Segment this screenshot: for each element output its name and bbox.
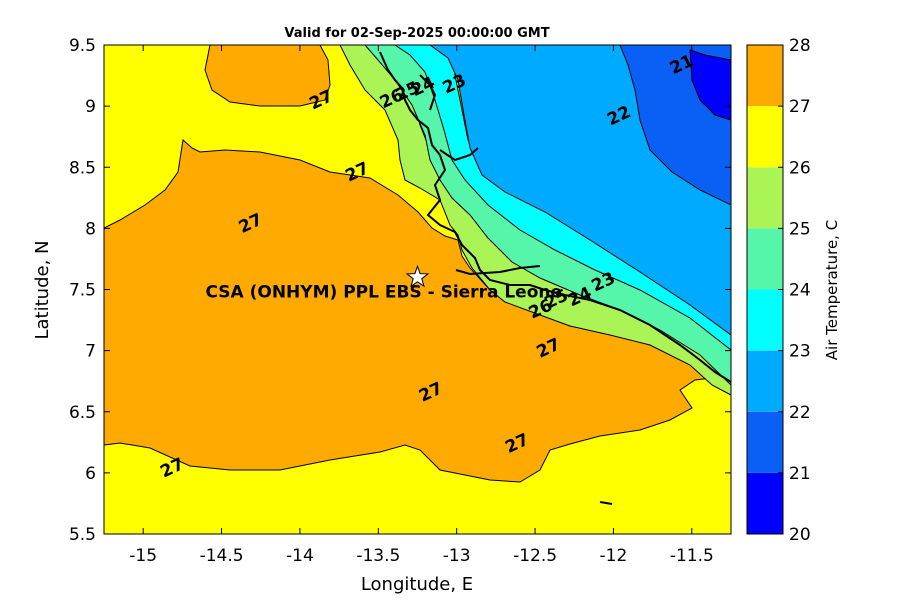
- contour-fill-20-21: [689, 49, 731, 121]
- colorbar-tick-label: 25: [789, 219, 811, 239]
- colorbar-segment: [747, 472, 783, 534]
- colorbar-segment: [747, 106, 783, 168]
- x-tick-label: -13: [443, 546, 471, 566]
- colorbar-segment: [747, 350, 783, 412]
- x-axis-ticks: -15 -14.5 -14 -13.5 -13 -12.5 -12 -11.5: [129, 45, 714, 566]
- y-tick-label: 8.5: [69, 158, 96, 178]
- station-star-icon: [405, 264, 430, 288]
- colorbar-segment: [747, 289, 783, 351]
- colorbar-label: Air Temperature, C: [823, 220, 841, 360]
- x-tick-label: -12: [600, 546, 628, 566]
- x-axis-label: Longitude, E: [361, 574, 473, 595]
- x-tick-label: -11.5: [670, 546, 714, 566]
- colorbar-tick-label: 27: [789, 97, 811, 117]
- contour-fill-27-north: [204, 45, 331, 107]
- coastline: [379, 51, 731, 505]
- y-tick-label: 7.5: [69, 281, 96, 301]
- colorbar-segment: [747, 228, 783, 290]
- x-tick-label: -13.5: [356, 546, 400, 566]
- x-tick-label: -15: [129, 546, 157, 566]
- x-tick-label: -12.5: [513, 546, 557, 566]
- station-label: CSA (ONHYM) PPL EBS - Sierra Leone: [206, 282, 563, 302]
- colorbar-ticks: 20 21 22 23 24 25 26 27 28: [778, 36, 811, 545]
- colorbar-segment: [747, 45, 783, 107]
- x-tick-label: -14.5: [200, 546, 244, 566]
- y-tick-label: 9.5: [69, 36, 96, 56]
- colorbar-segment: [747, 411, 783, 473]
- colorbar-segment: [747, 167, 783, 229]
- colorbar-tick-label: 23: [789, 342, 811, 362]
- x-tick-label: -14: [286, 546, 314, 566]
- colorbar-tick-label: 22: [789, 403, 811, 423]
- y-tick-label: 9: [85, 97, 96, 117]
- y-tick-label: 6: [85, 464, 96, 484]
- y-tick-label: 8: [85, 219, 96, 239]
- y-tick-label: 5.5: [69, 525, 96, 545]
- colorbar-tick-label: 24: [789, 281, 811, 301]
- colorbar-tick-label: 21: [789, 464, 811, 484]
- plot-title: Valid for 02-Sep-2025 00:00:00 GMT: [284, 26, 549, 41]
- y-axis-label: Latitude, N: [32, 241, 53, 340]
- colorbar-tick-label: 20: [789, 525, 811, 545]
- colorbar-tick-label: 28: [789, 36, 811, 56]
- y-tick-label: 7: [85, 342, 96, 362]
- station-marker: [405, 264, 430, 288]
- colorbar-tick-label: 26: [789, 158, 811, 178]
- colorbar: [746, 44, 784, 535]
- y-tick-label: 6.5: [69, 403, 96, 423]
- y-axis-ticks: 5.5 6 6.5 7 7.5 8 8.5 9 9.5: [69, 36, 731, 545]
